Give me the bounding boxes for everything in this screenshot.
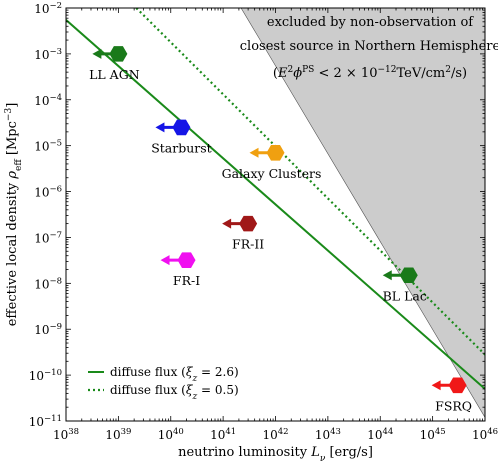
hexagon-marker [239, 215, 258, 232]
source-marker: Starburst [151, 119, 212, 155]
y-axis-label-exp: −3 [4, 108, 14, 122]
excluded-region-label-unit: TeV/cm [396, 66, 445, 81]
source-label: Galaxy Clusters [222, 166, 322, 181]
x-tick-label: 1046 [472, 427, 498, 442]
x-axis-label-unit: [erg/s] [325, 445, 373, 460]
excluded-region-label-prefix: ( [273, 66, 278, 81]
legend-label-2-6-sub: z [191, 374, 197, 384]
legend-label-2-6-suffix: = 2.6) [197, 365, 238, 379]
limit-arrow-head [249, 147, 259, 158]
y-tick-label: 10−4 [34, 93, 62, 108]
hexagon-marker [109, 46, 128, 62]
hexagon-marker [172, 119, 191, 136]
limit-arrow-head [431, 380, 441, 391]
legend-label-0-5-sub: z [191, 392, 197, 402]
y-axis-label-main: effective local density [5, 179, 20, 327]
x-axis-label: neutrino luminosity Lν [erg/s] [178, 445, 373, 463]
y-tick-label: 10−2 [34, 1, 62, 16]
limit-arrow-head [92, 48, 102, 59]
excluded-region-label-line1: excluded by non-observation of [267, 15, 474, 30]
x-tick-label: 1040 [158, 427, 184, 442]
legend-label-2-6-sym: ξ [186, 365, 194, 379]
source-marker: BL Lac [383, 267, 427, 303]
source-label: FR-I [173, 273, 200, 288]
y-tick-label: 10−7 [34, 230, 62, 245]
excluded-region-label-suffix: /s) [451, 66, 467, 81]
y-axis-label-sub: eff [14, 159, 24, 171]
source-marker: FR-II [222, 215, 264, 252]
y-axis-label-sym: ρ [5, 171, 20, 180]
source-label: LL AGN [89, 67, 140, 82]
source-marker: Galaxy Clusters [222, 144, 322, 181]
x-tick-label: 1044 [367, 427, 393, 442]
y-tick-label: 10−10 [29, 368, 62, 383]
source-label: FR-II [232, 237, 264, 252]
hexagon-marker [266, 144, 285, 161]
y-axis-label-unit: [Mpc [5, 121, 20, 159]
source-label: BL Lac [383, 288, 427, 303]
y-tick-label: 10−8 [34, 276, 62, 291]
y-axis-label: effective local density ρeff [Mpc−3] [4, 103, 24, 327]
x-tick-label: 1039 [105, 427, 131, 442]
excluded-region-label-line2: closest source in Northern Hemisphere [240, 39, 498, 54]
source-label: FSRQ [435, 398, 472, 413]
diffuse-flux-line-2-6 [66, 19, 485, 390]
source-marker: LL AGN [89, 46, 140, 82]
source-marker: FR-I [160, 252, 200, 288]
source-markers: LL AGN Starburst Galaxy Clusters FR-II FR-I B… [89, 46, 472, 413]
y-tick-label: 10−6 [34, 185, 62, 200]
hexagon-marker [448, 377, 467, 394]
x-axis-label-sym: L [310, 445, 320, 460]
hexagon-marker [177, 252, 196, 268]
x-tick-label: 1045 [420, 427, 446, 442]
excluded-region-label-phi: ϕ [293, 66, 302, 81]
excluded-region-label-mid: < 2 × 10 [314, 66, 377, 81]
x-tick-label: 1042 [262, 427, 288, 442]
legend: diffuse flux (ξz = 2.6) diffuse flux (ξz… [88, 365, 239, 402]
legend-label-2-6-prefix: diffuse flux ( [110, 365, 186, 379]
excluded-region-label-PS: PS [302, 65, 314, 75]
excluded-region-label-unit-exp: 2 [445, 65, 451, 75]
y-tick-label: 10−5 [34, 139, 62, 154]
limit-arrow-head [382, 270, 392, 281]
axis-ticks: 1038 1039 1040 1041 1042 1043 1044 1045 1046 10−1… [29, 1, 498, 442]
source-marker: FSRQ [431, 377, 472, 413]
excluded-region-label-exp: −12 [377, 65, 396, 75]
x-axis-label-main: neutrino luminosity [178, 445, 311, 460]
hexagon-marker [399, 267, 418, 284]
legend-label-0-5-sym: ξ [186, 383, 194, 397]
y-tick-label: 10−9 [34, 322, 62, 337]
y-axis-label-close: ] [5, 103, 20, 108]
x-tick-label: 1043 [315, 427, 341, 442]
excluded-region-label-E-exp: 2 [288, 65, 294, 75]
excluded-region [240, 8, 485, 418]
source-label: Starburst [151, 140, 211, 155]
y-tick-label: 10−3 [34, 47, 62, 62]
diffuse-flux-line-0-5 [135, 8, 485, 356]
limit-arrow-head [160, 255, 170, 266]
legend-label-0-5-suffix: = 0.5) [197, 383, 238, 397]
limit-arrow-head [222, 218, 232, 229]
y-tick-label: 10−11 [29, 414, 62, 429]
x-axis-label-sub: ν [320, 454, 326, 463]
excluded-region-label-E: E [277, 66, 288, 81]
x-tick-label: 1038 [53, 427, 79, 442]
excluded-region-label-line3: (E2ϕPS < 2 × 10−12TeV/cm2/s) [273, 65, 467, 81]
limit-arrow-head [155, 122, 165, 133]
legend-label-0-5-prefix: diffuse flux ( [110, 383, 186, 397]
legend-label-2-6: diffuse flux (ξz = 2.6) [110, 365, 239, 384]
x-tick-label: 1041 [210, 427, 236, 442]
legend-label-0-5: diffuse flux (ξz = 0.5) [110, 383, 239, 402]
